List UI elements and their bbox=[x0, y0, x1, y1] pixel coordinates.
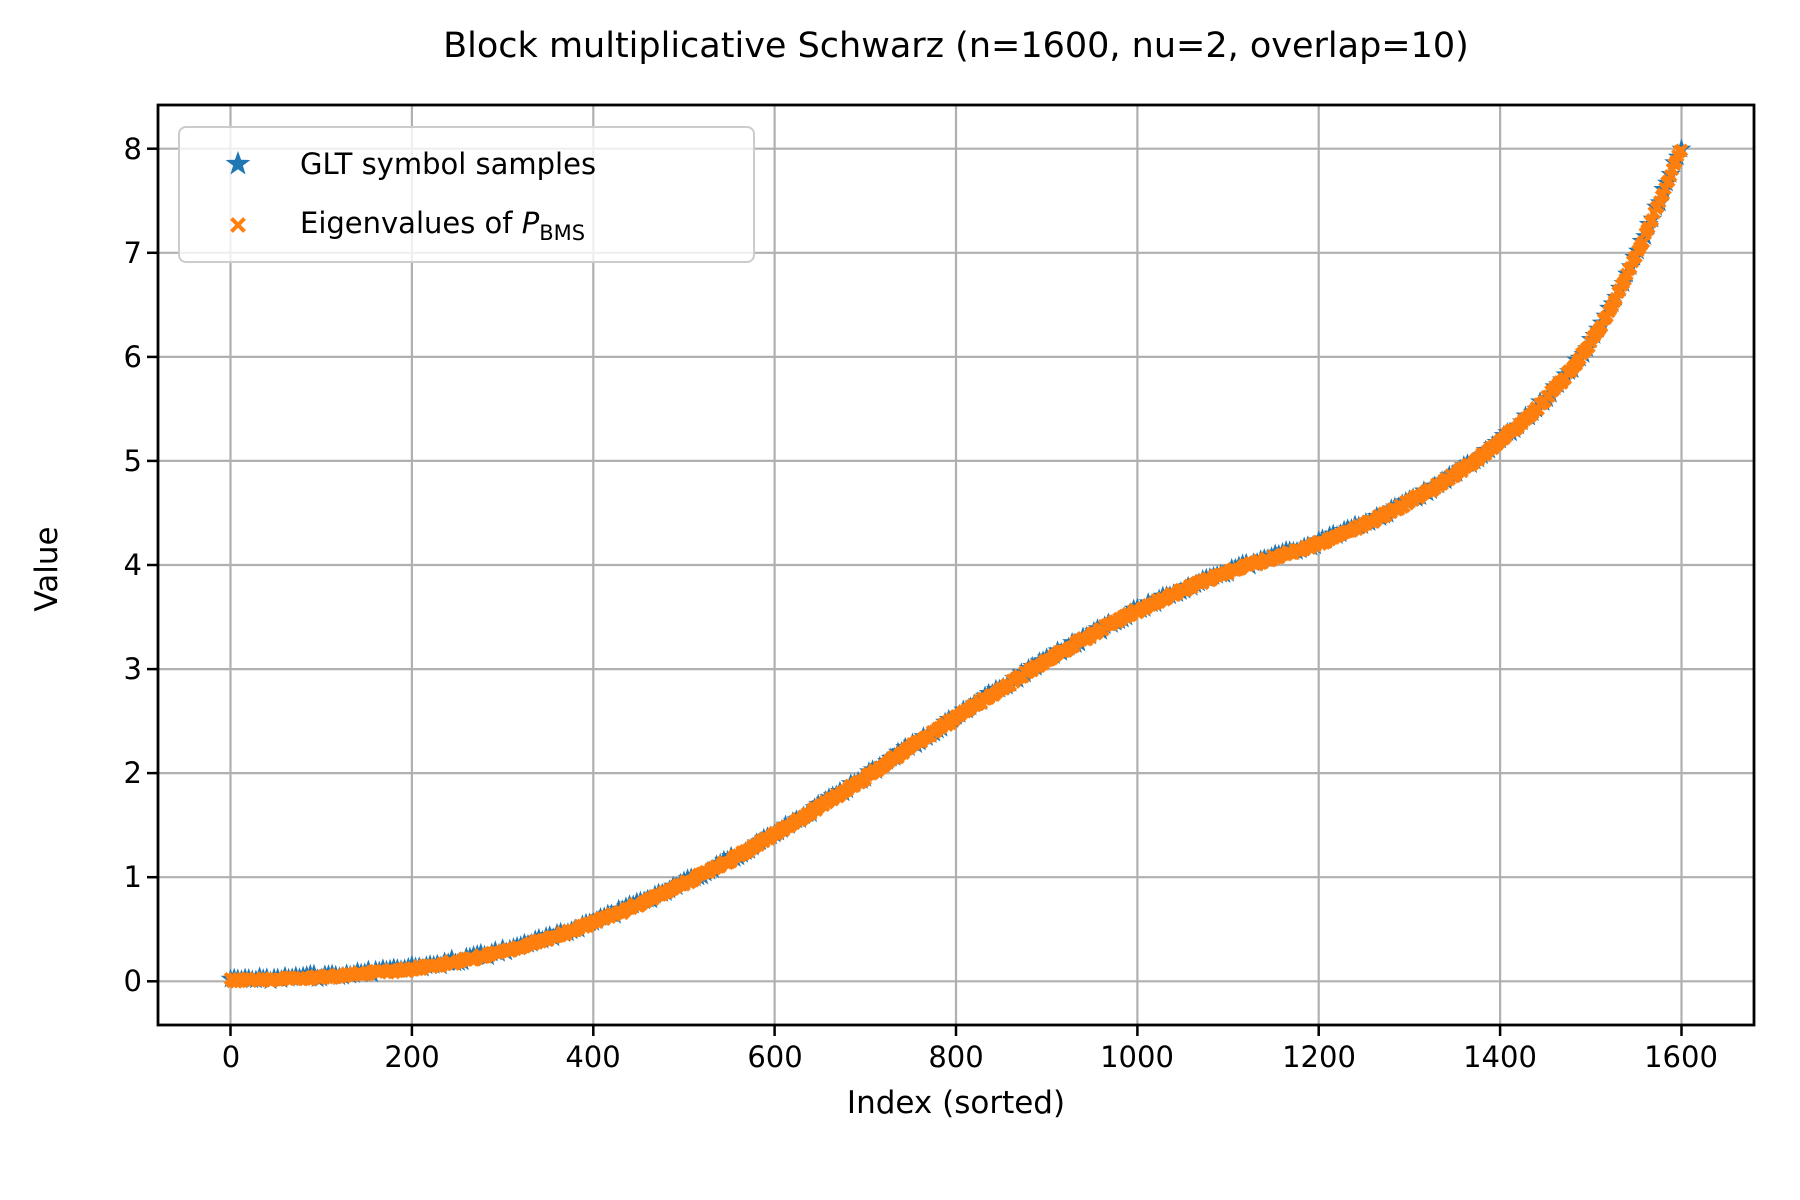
series-eigenvalues-pbms bbox=[223, 143, 1689, 989]
y-tick-label: 4 bbox=[123, 548, 142, 582]
y-tick-label: 0 bbox=[123, 964, 142, 998]
legend: GLT symbol samples Eigenvalues of PBMS bbox=[178, 126, 755, 263]
chart-title: Block multiplicative Schwarz (n=1600, nu… bbox=[443, 26, 1469, 66]
star-icon bbox=[210, 147, 266, 181]
x-tick-label: 200 bbox=[384, 1040, 440, 1074]
legend-entry-glt: GLT symbol samples bbox=[180, 139, 753, 189]
y-tick-label: 7 bbox=[123, 236, 142, 270]
y-tick-label: 3 bbox=[123, 652, 142, 686]
x-tick-label: 600 bbox=[747, 1040, 803, 1074]
axes-spines bbox=[156, 103, 1756, 1027]
y-tick-label: 5 bbox=[123, 444, 142, 478]
y-tick-label: 2 bbox=[123, 756, 142, 790]
x-axis-label: Index (sorted) bbox=[846, 1085, 1066, 1121]
x-tick-label: 1200 bbox=[1282, 1040, 1356, 1074]
x-tick-label: 0 bbox=[221, 1040, 241, 1074]
legend-entry-eigenvalues: Eigenvalues of PBMS bbox=[180, 200, 753, 250]
x-tick-label: 1400 bbox=[1463, 1040, 1537, 1074]
x-icon bbox=[210, 208, 266, 242]
y-tick-label: 1 bbox=[123, 860, 142, 894]
x-tick-label: 800 bbox=[928, 1040, 984, 1074]
y-tick-label: 6 bbox=[123, 340, 142, 374]
legend-label-eigenvalues: Eigenvalues of PBMS bbox=[300, 205, 586, 245]
x-tick-label: 1000 bbox=[1100, 1040, 1174, 1074]
x-tick-label: 1600 bbox=[1644, 1040, 1718, 1074]
legend-label-glt: GLT symbol samples bbox=[300, 147, 597, 181]
x-tick-label: 400 bbox=[565, 1040, 621, 1074]
y-tick-label: 8 bbox=[123, 132, 142, 166]
